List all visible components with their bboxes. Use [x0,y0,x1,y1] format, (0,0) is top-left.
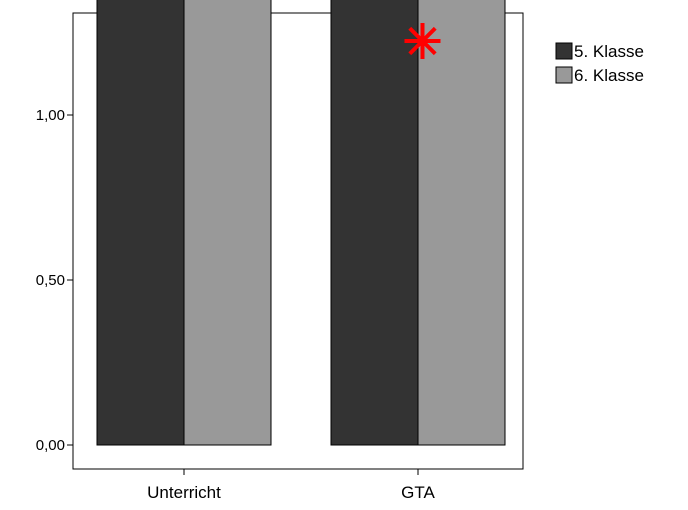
legend: 5. Klasse 6. Klasse [555,42,644,85]
y-tick-label: 0,00 [36,437,65,454]
legend-swatch [555,66,573,84]
significance-asterisk-icon [404,23,441,59]
annotations [404,23,441,59]
y-tick-label: 0,50 [36,272,65,289]
x-axis-categories: Unterricht GTA [147,469,436,502]
bar-klasse-6-unterricht [183,0,272,446]
bar-klasse-6-gta [417,0,506,446]
bars [96,0,506,446]
x-category-label: GTA [401,483,435,502]
bar-klasse-5-unterricht [96,0,185,446]
legend-label: 6. Klasse [574,66,644,85]
y-axis-ticks: 0,000,501,001,502,002,50 [36,107,73,454]
legend-label: 5. Klasse [574,42,644,61]
legend-swatch [555,42,573,60]
y-tick-label: 1,00 [36,107,65,124]
bar-klasse-5-gta [330,0,419,446]
asterisk-stroke [408,26,437,56]
x-category-label: Unterricht [147,483,221,502]
